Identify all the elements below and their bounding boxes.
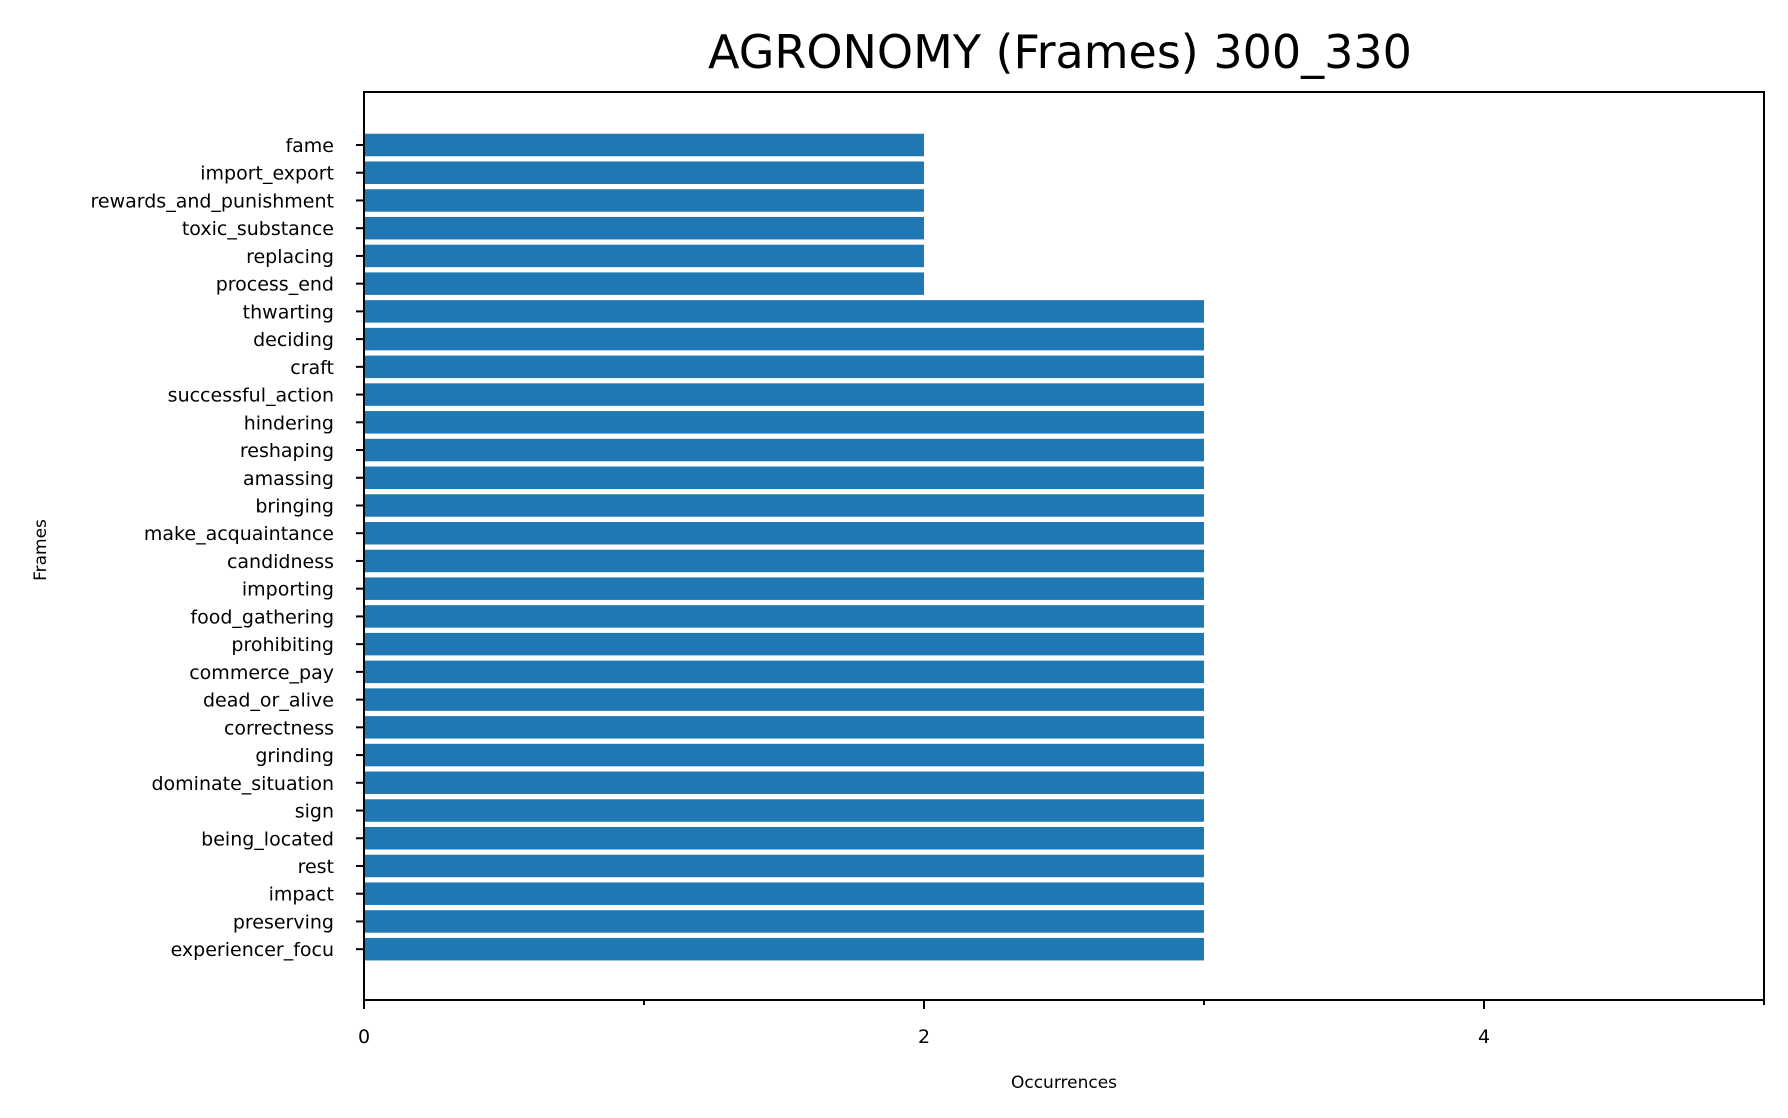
y-tick-label: import_export — [200, 163, 334, 185]
bar-rest — [364, 854, 1204, 878]
y-tick-label: candidness — [227, 551, 334, 573]
bar-food_gathering — [364, 605, 1204, 628]
y-axis-label: Frames — [31, 519, 51, 581]
y-tick-label: deciding — [253, 329, 334, 351]
y-tick-label: replacing — [246, 246, 334, 268]
y-tick-label: craft — [290, 357, 334, 379]
x-axis-label: Occurrences — [1011, 1073, 1117, 1093]
bar-bringing — [364, 494, 1204, 517]
bars-layer — [364, 133, 1204, 961]
bar-hindering — [364, 411, 1204, 434]
bar-successful_action — [364, 383, 1204, 406]
bar-sign — [364, 799, 1204, 822]
bar-grinding — [364, 743, 1204, 767]
y-tick-label: amassing — [243, 468, 334, 490]
chart-title: AGRONOMY (Frames) 300_330 — [708, 25, 1412, 79]
y-tick-label: make_acquaintance — [144, 523, 334, 545]
y-tick-label: toxic_substance — [182, 218, 334, 240]
y-tick-label: thwarting — [243, 301, 334, 323]
y-tick-label: dominate_situation — [151, 773, 334, 795]
y-tick-label: preserving — [233, 911, 334, 933]
bar-make_acquaintance — [364, 521, 1204, 545]
bar-dead_or_alive — [364, 688, 1204, 711]
bar-importing — [364, 577, 1204, 600]
x-tick-label: 0 — [358, 1026, 370, 1048]
bar-thwarting — [364, 300, 1204, 323]
bar-experiencer_focu — [364, 937, 1204, 961]
y-tick-label: rewards_and_punishment — [90, 190, 334, 212]
bar-rewards_and_punishment — [364, 189, 924, 212]
y-axis-ticks: fame import_export rewards_and_punishmentt… — [90, 135, 364, 961]
bar-import_export — [364, 161, 924, 184]
y-tick-label: process_end — [216, 274, 334, 296]
y-tick-label: grinding — [255, 745, 334, 767]
y-tick-label: dead_or_alive — [203, 690, 334, 712]
bar-prohibiting — [364, 632, 1204, 656]
y-tick-label: experiencer_focu — [171, 939, 334, 961]
bar-amassing — [364, 466, 1204, 490]
x-tick-label: 4 — [1478, 1026, 1490, 1048]
bar-craft — [364, 355, 1204, 379]
y-tick-label: sign — [295, 801, 334, 823]
y-tick-label: rest — [298, 856, 334, 878]
bar-candidness — [364, 549, 1204, 573]
y-tick-label: fame — [285, 135, 334, 157]
y-tick-label: prohibiting — [231, 634, 334, 656]
bar-toxic_substance — [364, 216, 924, 240]
x-axis-ticks: 0 2 4 — [358, 1000, 1765, 1048]
bar-process_end — [364, 272, 924, 295]
y-tick-label: importing — [242, 579, 334, 601]
y-tick-label: commerce_pay — [189, 662, 334, 684]
bar-correctness — [364, 716, 1204, 739]
bar-reshaping — [364, 438, 1204, 462]
bar-replacing — [364, 244, 924, 268]
y-tick-label: reshaping — [240, 440, 334, 462]
y-tick-label: food_gathering — [190, 606, 334, 628]
y-tick-label: impact — [269, 884, 334, 906]
y-tick-label: correctness — [224, 717, 334, 739]
bar-being_located — [364, 827, 1204, 850]
y-tick-label: successful_action — [168, 385, 334, 407]
bar-preserving — [364, 910, 1204, 933]
y-tick-label: being_located — [201, 828, 334, 850]
bar-fame — [364, 133, 924, 157]
y-tick-label: bringing — [255, 495, 334, 517]
bar-commerce_pay — [364, 660, 1204, 684]
x-tick-label: 2 — [918, 1026, 930, 1048]
bar-dominate_situation — [364, 771, 1204, 795]
plot-frame — [363, 91, 1765, 1001]
bar-deciding — [364, 327, 1204, 351]
y-tick-label: hindering — [244, 412, 334, 434]
bar-impact — [364, 882, 1204, 905]
